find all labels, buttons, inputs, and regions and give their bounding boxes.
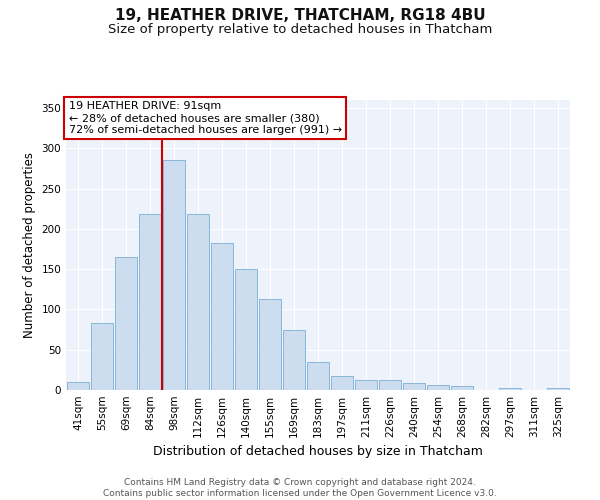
Text: Contains HM Land Registry data © Crown copyright and database right 2024.
Contai: Contains HM Land Registry data © Crown c… bbox=[103, 478, 497, 498]
Bar bbox=[547, 388, 569, 390]
Bar bbox=[451, 386, 473, 390]
Text: 19 HEATHER DRIVE: 91sqm
← 28% of detached houses are smaller (380)
72% of semi-d: 19 HEATHER DRIVE: 91sqm ← 28% of detache… bbox=[68, 102, 341, 134]
X-axis label: Distribution of detached houses by size in Thatcham: Distribution of detached houses by size … bbox=[153, 446, 483, 458]
Text: Size of property relative to detached houses in Thatcham: Size of property relative to detached ho… bbox=[108, 22, 492, 36]
Bar bbox=[91, 323, 113, 390]
Bar bbox=[499, 388, 521, 390]
Bar bbox=[283, 330, 305, 390]
Y-axis label: Number of detached properties: Number of detached properties bbox=[23, 152, 36, 338]
Bar bbox=[115, 257, 137, 390]
Bar bbox=[307, 362, 329, 390]
Bar bbox=[235, 269, 257, 390]
Bar bbox=[67, 382, 89, 390]
Bar bbox=[187, 214, 209, 390]
Bar bbox=[355, 380, 377, 390]
Bar bbox=[259, 299, 281, 390]
Bar bbox=[379, 380, 401, 390]
Bar bbox=[139, 214, 161, 390]
Text: 19, HEATHER DRIVE, THATCHAM, RG18 4BU: 19, HEATHER DRIVE, THATCHAM, RG18 4BU bbox=[115, 8, 485, 22]
Bar bbox=[211, 242, 233, 390]
Bar bbox=[427, 385, 449, 390]
Bar bbox=[331, 376, 353, 390]
Bar bbox=[403, 383, 425, 390]
Bar bbox=[163, 160, 185, 390]
